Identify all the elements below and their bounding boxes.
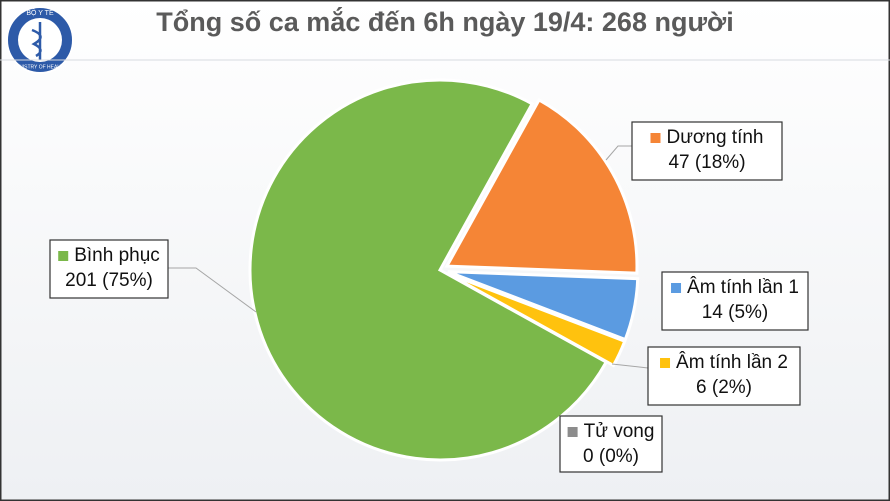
label-box — [631, 121, 783, 181]
logo-symbol — [31, 22, 42, 60]
leader-line — [611, 363, 649, 369]
logo-top-text: BỘ Y TẾ — [26, 7, 54, 17]
slice-label-name: Bình phục — [74, 245, 160, 266]
slice-label-name: Dương tính — [666, 127, 763, 148]
slice-label-name: Âm tính lần 1 — [687, 276, 799, 298]
legend-swatch — [660, 358, 671, 368]
logo: BỘ Y TẾ MINISTRY OF HEALTH — [6, 6, 74, 74]
pie-slice — [248, 78, 609, 462]
pie-slice — [447, 270, 640, 342]
chart-title: Tổng số ca mắc đến 6h ngày 19/4: 268 ngư… — [156, 6, 733, 37]
label-box — [661, 271, 809, 331]
pie-slice — [444, 97, 639, 275]
label-box — [647, 346, 801, 406]
logo-bottom-text: MINISTRY OF HEALTH — [14, 64, 67, 70]
pie-slice — [446, 271, 627, 368]
slice-value-label: 6 (2%) — [696, 377, 752, 398]
label-box — [559, 415, 663, 473]
leader-line — [168, 267, 257, 313]
slice-value-label: 14 (5%) — [702, 302, 769, 323]
legend-swatch — [650, 133, 661, 143]
legend-swatch — [58, 251, 69, 261]
label-box — [49, 239, 169, 299]
slice-value-label: 201 (75%) — [65, 270, 153, 291]
slice-label-name: Tử vong — [584, 421, 655, 442]
leader-line — [605, 145, 632, 161]
legend-swatch — [671, 283, 682, 293]
legend-swatch — [567, 427, 578, 437]
slice-value-label: 47 (18%) — [668, 152, 745, 173]
slice-value-label: 0 (0%) — [583, 446, 639, 467]
slice-label-name: Âm tính lần 2 — [676, 351, 788, 373]
